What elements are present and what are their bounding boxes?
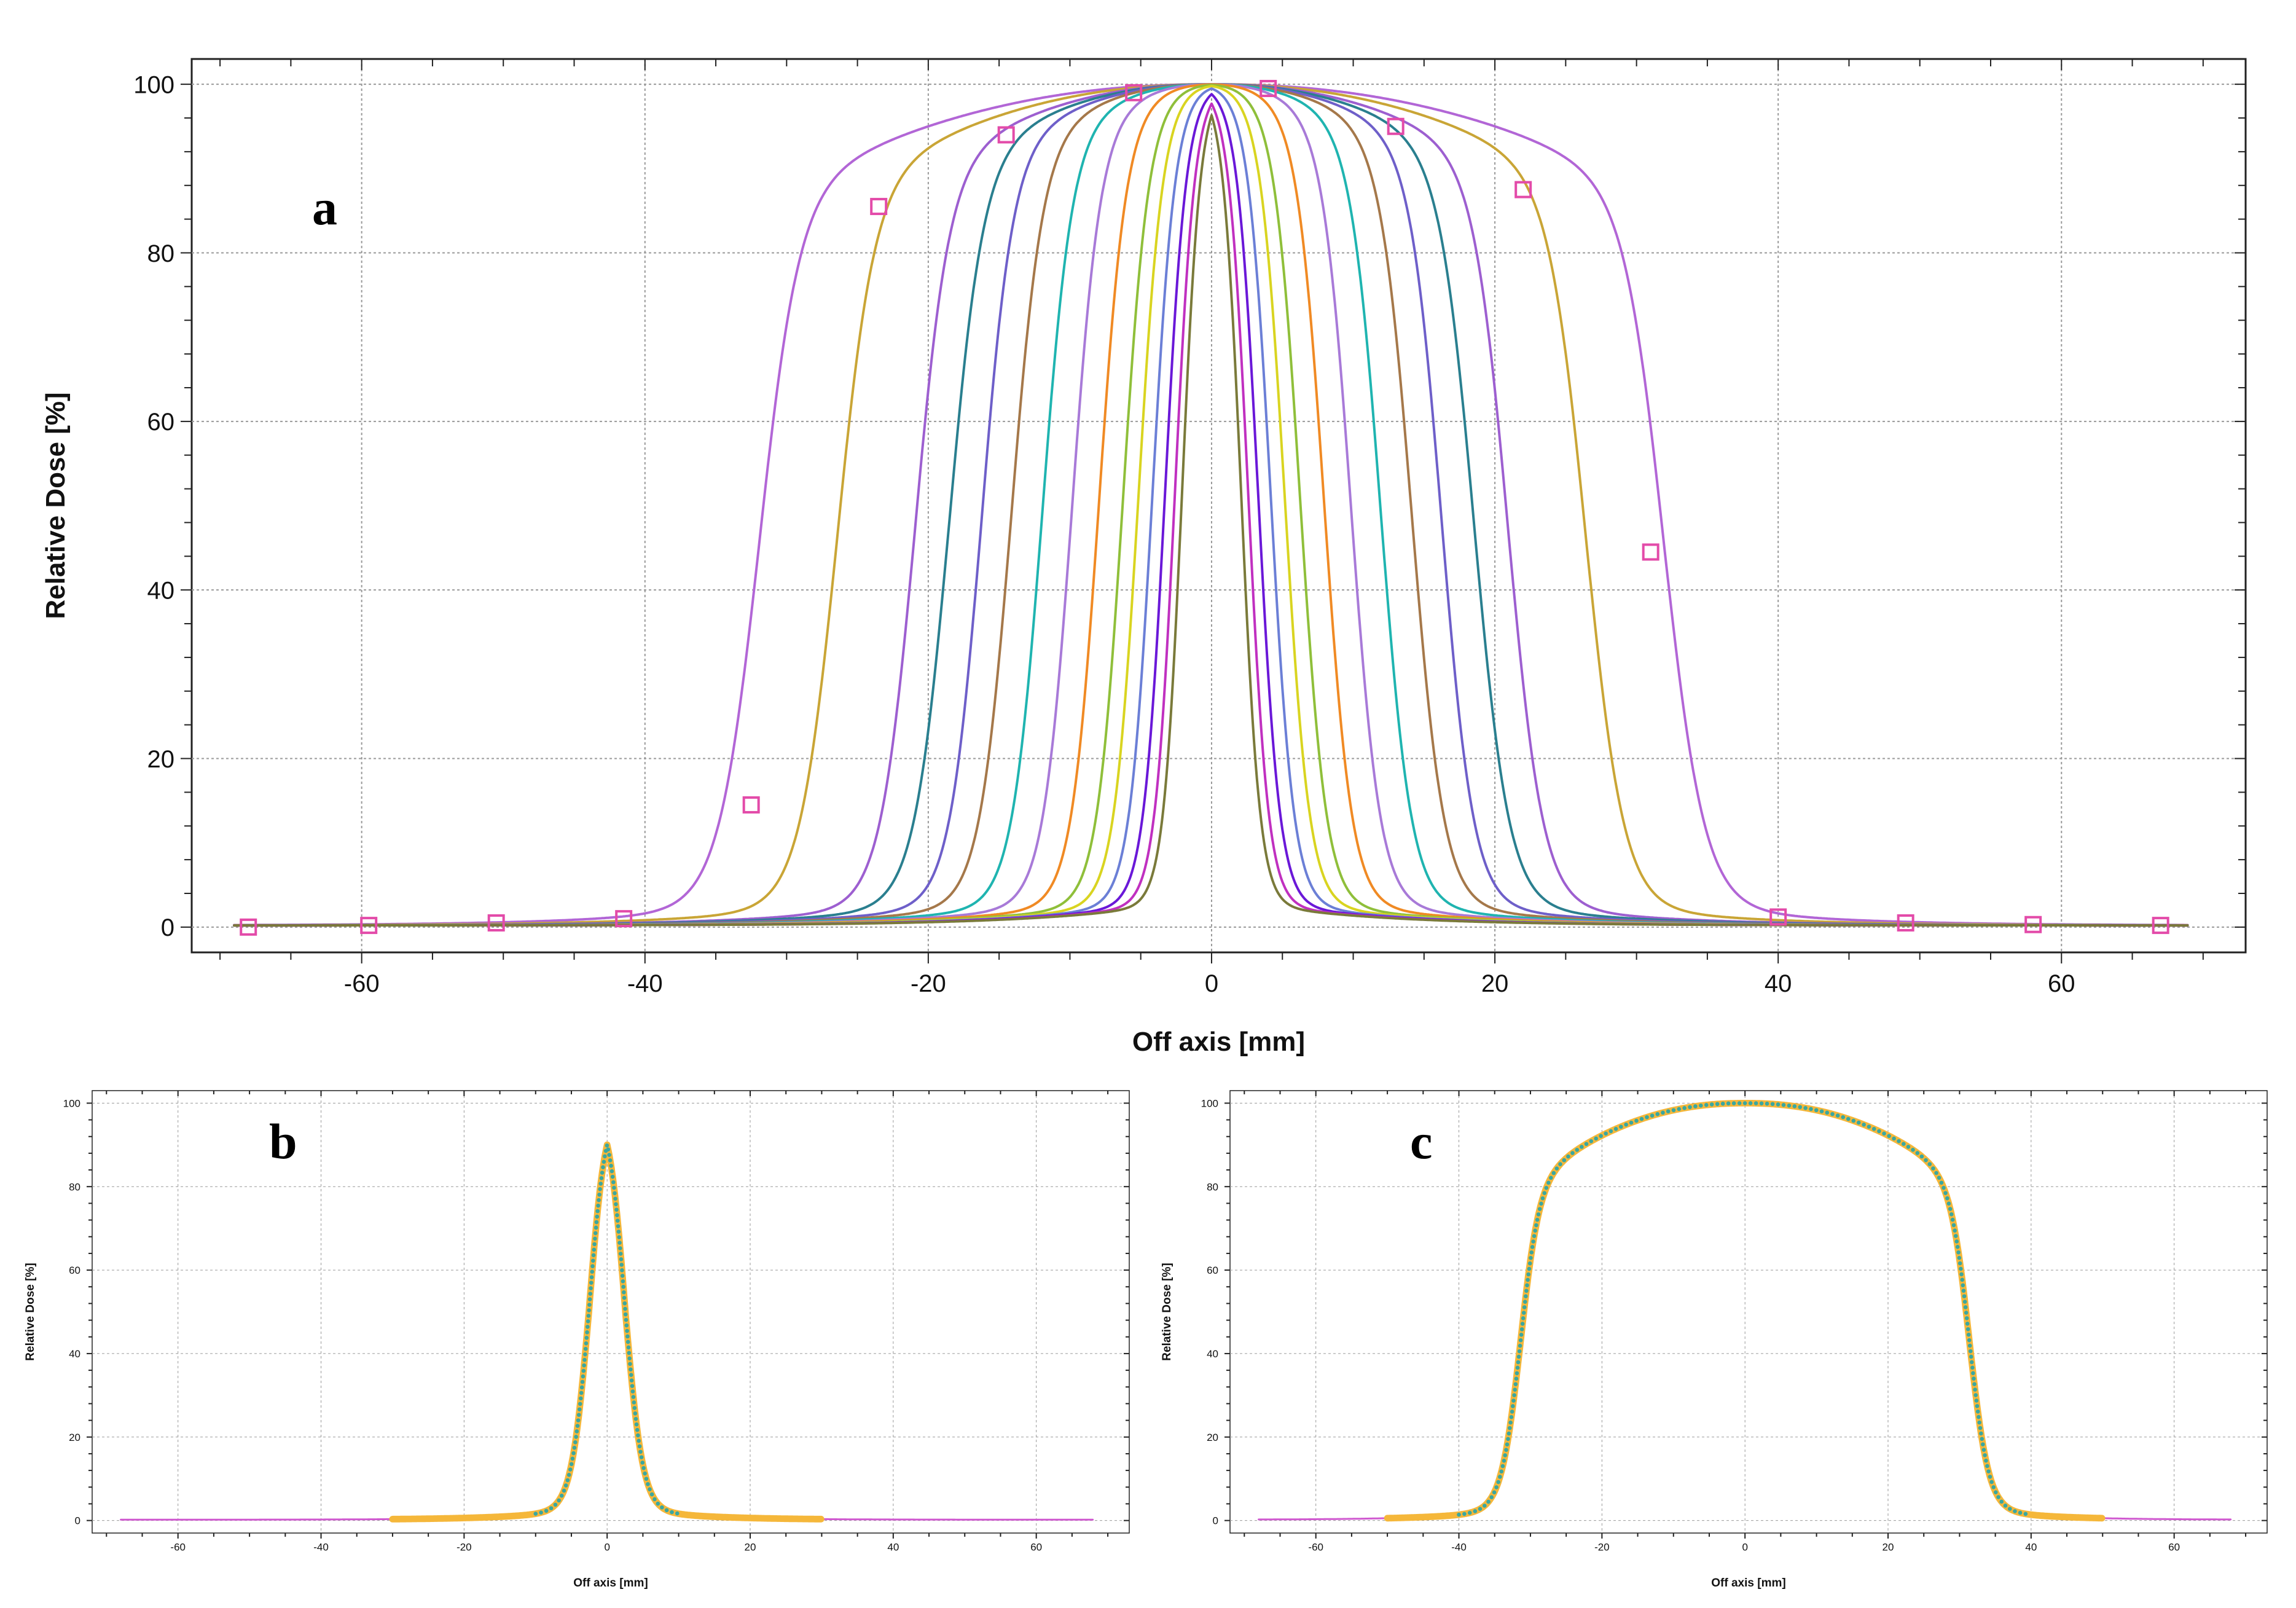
y-axis-title: Relative Dose [%]	[24, 1263, 37, 1360]
x-tick-label: -40	[1451, 1542, 1467, 1553]
y-tick-label: 20	[1207, 1432, 1218, 1443]
y-tick-label: 40	[69, 1348, 80, 1360]
series-line-15	[233, 114, 2189, 927]
y-tick-label: 100	[1201, 1097, 1218, 1109]
data-marker	[1514, 181, 1532, 198]
data-marker	[870, 198, 888, 216]
x-tick-label: 20	[1883, 1542, 1894, 1553]
y-tick-label: 80	[147, 240, 175, 267]
y-tick-label: 20	[69, 1432, 80, 1443]
y-tick-label: 40	[147, 578, 175, 605]
y-tick-label: 20	[147, 746, 175, 773]
data-marker	[1125, 84, 1143, 101]
panel-letter-a: a	[312, 179, 337, 235]
data-marker	[997, 126, 1015, 144]
series-line-3	[533, 1142, 681, 1516]
series-line-4	[1457, 1101, 2032, 1517]
panel-letter-b: b	[269, 1113, 297, 1169]
data-marker	[1642, 543, 1659, 561]
data-marker	[615, 910, 633, 928]
data-marker	[360, 917, 378, 935]
panel-letter-c: c	[1410, 1113, 1432, 1169]
y-tick-label: 100	[63, 1097, 80, 1109]
x-tick-label: 60	[2048, 970, 2075, 997]
y-tick-label: 100	[133, 72, 174, 99]
data-marker	[1769, 908, 1787, 926]
panel-b: 0 20 40 60 80 100 -60 -40 -20 0 20 40 60 Off axis [mm…	[24, 1090, 1130, 1590]
y-tick-label: 80	[69, 1181, 80, 1193]
x-tick-label: 40	[2025, 1542, 2037, 1553]
x-tick-label: -60	[344, 970, 380, 997]
x-tick-label: -20	[911, 970, 946, 997]
x-tick-label: 20	[1481, 970, 1509, 997]
y-tick-label: 40	[1207, 1348, 1218, 1360]
x-axis-title: Off axis [mm]	[1132, 1027, 1305, 1057]
data-marker	[1387, 117, 1405, 135]
plot-frame	[190, 58, 2247, 954]
data-marker	[2152, 917, 2169, 935]
y-tick-label: 60	[69, 1265, 80, 1276]
x-tick-label: -20	[456, 1542, 472, 1553]
x-tick-label: 0	[604, 1542, 609, 1553]
x-tick-label: 0	[1205, 970, 1218, 997]
x-tick-label: 60	[2168, 1542, 2180, 1553]
x-tick-label: -60	[1308, 1542, 1323, 1553]
y-tick-label: 0	[1213, 1515, 1218, 1527]
x-tick-label: 40	[887, 1542, 899, 1553]
plot-frame	[1229, 1090, 2268, 1534]
data-marker	[1897, 914, 1914, 931]
x-tick-label: -40	[627, 970, 663, 997]
x-tick-label: 40	[1765, 970, 1792, 997]
data-marker	[1260, 80, 1277, 98]
x-tick-label: 0	[1742, 1542, 1747, 1553]
data-marker	[742, 796, 760, 814]
x-tick-label: 60	[1030, 1542, 1042, 1553]
data-marker	[2024, 916, 2042, 933]
x-axis-title: Off axis [mm]	[1711, 1577, 1785, 1590]
x-tick-label: 20	[745, 1542, 756, 1553]
x-axis-title: Off axis [mm]	[573, 1577, 648, 1590]
x-tick-label: -60	[170, 1542, 186, 1553]
data-marker	[240, 918, 257, 936]
y-tick-label: 60	[1207, 1265, 1218, 1276]
data-marker	[487, 914, 505, 931]
y-tick-label: 60	[147, 409, 175, 436]
panel-c: 0 20 40 60 80 100 -60 -40 -20 0 20 40 60 Off axis [mm…	[1161, 1090, 2268, 1590]
y-tick-label: 80	[1207, 1181, 1218, 1193]
panel-a: 0 20 40 60 80 100 -60 -40 -20 0 20 40 60 Off axis [mm…	[41, 58, 2247, 1057]
y-tick-label: 0	[75, 1515, 80, 1527]
x-tick-label: -20	[1594, 1542, 1610, 1553]
y-axis-title: Relative Dose [%]	[1161, 1263, 1173, 1360]
y-tick-label: 0	[161, 914, 174, 941]
y-axis-title: Relative Dose [%]	[41, 392, 71, 619]
x-tick-label: -40	[313, 1542, 329, 1553]
